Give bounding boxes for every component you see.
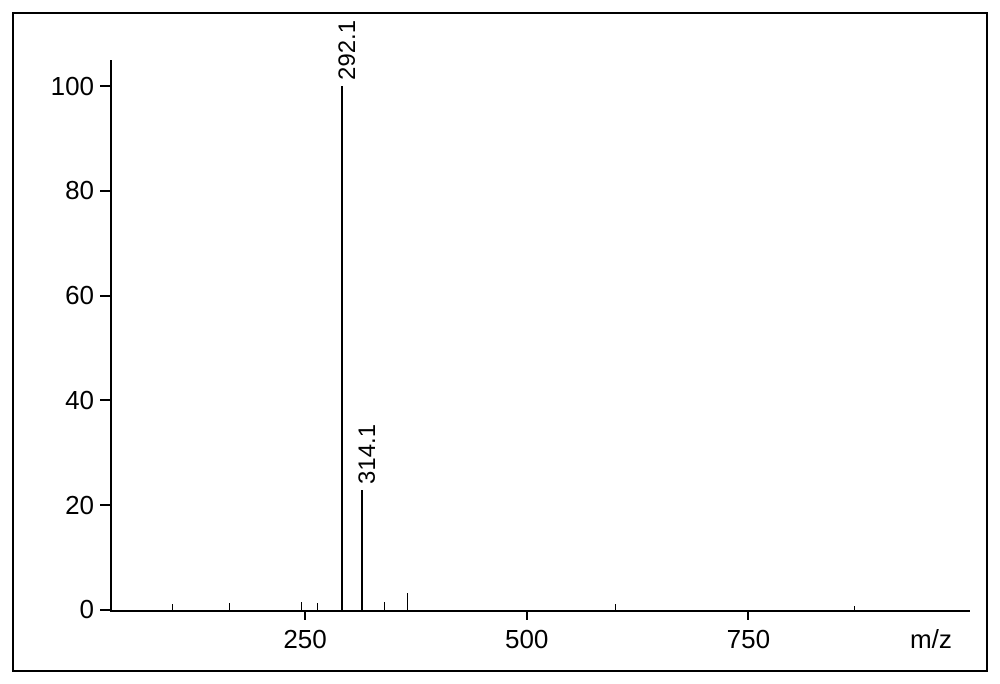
x-tick	[304, 610, 306, 620]
minor-peak	[384, 602, 385, 610]
y-axis	[110, 60, 112, 610]
y-tick	[100, 399, 110, 401]
y-tick-label: 80	[65, 175, 94, 206]
minor-peak	[615, 604, 616, 610]
y-tick-label: 40	[65, 385, 94, 416]
minor-peak	[407, 593, 408, 610]
minor-peak	[301, 602, 302, 610]
x-tick-label: 750	[727, 624, 770, 655]
minor-peak	[854, 606, 855, 610]
minor-peak	[172, 604, 173, 610]
peak	[341, 86, 343, 610]
y-tick	[100, 190, 110, 192]
y-tick	[100, 609, 110, 611]
peak	[361, 490, 363, 610]
x-axis-label: m/z	[910, 624, 952, 655]
y-tick-label: 60	[65, 280, 94, 311]
x-tick-label: 250	[283, 624, 326, 655]
minor-peak	[317, 603, 318, 610]
y-tick-label: 0	[80, 594, 94, 625]
x-tick	[747, 610, 749, 620]
peak-label: 292.1	[334, 20, 362, 80]
x-tick	[526, 610, 528, 620]
y-tick-label: 20	[65, 490, 94, 521]
y-tick	[100, 504, 110, 506]
minor-peak	[229, 603, 230, 610]
plot-area	[110, 60, 970, 610]
x-tick-label: 500	[505, 624, 548, 655]
y-tick	[100, 85, 110, 87]
x-axis	[110, 610, 970, 612]
peak-label: 314.1	[354, 423, 382, 483]
y-tick	[100, 295, 110, 297]
y-tick-label: 100	[51, 71, 94, 102]
